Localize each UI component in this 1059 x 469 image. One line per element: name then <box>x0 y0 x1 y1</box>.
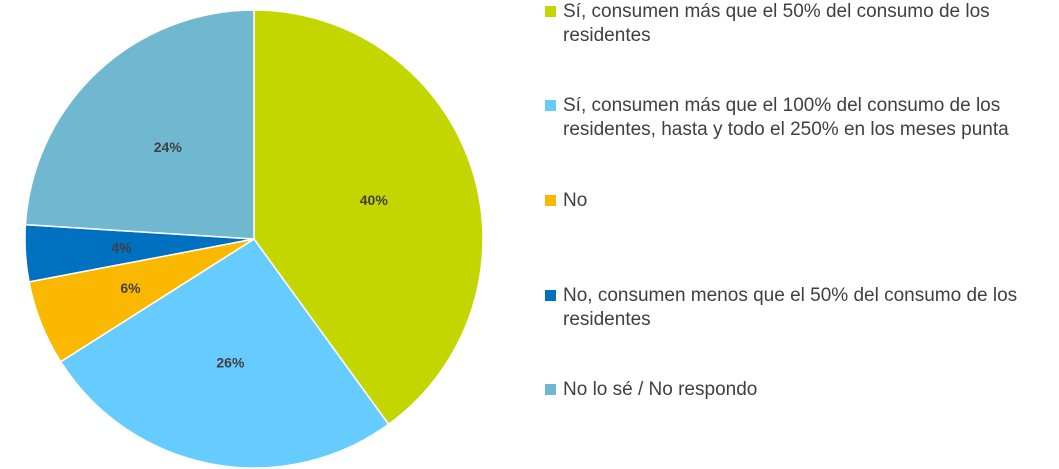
legend-label: No <box>563 190 588 211</box>
legend-swatch <box>545 290 556 301</box>
slice-data-label: 26% <box>216 355 245 371</box>
legend-item: Sí, consumen más que el 100% del consumo… <box>545 94 1043 142</box>
slice-data-label: 40% <box>360 192 389 208</box>
legend-swatch <box>545 384 556 395</box>
pie-plot-area: 40% 26% 6% 4% 24% <box>24 9 484 469</box>
legend-label: Sí, consumen más que el 100% del consumo… <box>563 95 1009 140</box>
pie-slice <box>24 9 255 240</box>
slice-data-label: 4% <box>111 239 132 255</box>
pie-slice <box>253 9 484 426</box>
legend-item: No <box>545 189 1043 213</box>
legend-item: No lo sé / No respondo <box>545 378 1043 402</box>
slice-data-label: 24% <box>154 139 183 155</box>
legend-swatch <box>545 6 556 17</box>
slice-data-label: 6% <box>120 280 141 296</box>
legend-item: Sí, consumen más que el 50% del consumo … <box>545 0 1043 48</box>
legend-item: No, consumen menos que el 50% del consum… <box>545 284 1043 332</box>
legend-label: Sí, consumen más que el 50% del consumo … <box>563 1 990 46</box>
pie-slice <box>59 237 390 469</box>
legend-label: No lo sé / No respondo <box>563 379 758 400</box>
legend-swatch <box>545 100 556 111</box>
legend-swatch <box>545 195 556 206</box>
legend-label: No, consumen menos que el 50% del consum… <box>563 285 1018 330</box>
